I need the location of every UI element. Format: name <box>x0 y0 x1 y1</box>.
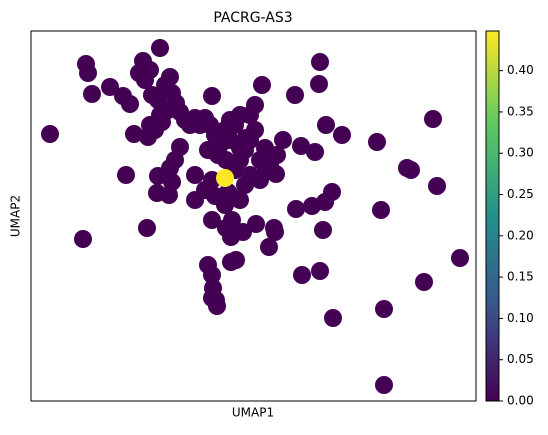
point <box>186 166 204 184</box>
point <box>208 297 226 315</box>
point <box>83 85 101 103</box>
point <box>368 133 386 151</box>
colorbar-tick-label: 0.00 <box>507 394 534 408</box>
point <box>314 221 332 239</box>
point <box>101 78 119 96</box>
point <box>125 125 143 143</box>
colorbar-tick-label: 0.35 <box>507 104 534 118</box>
point <box>136 71 154 89</box>
point <box>253 76 271 94</box>
point <box>303 197 321 215</box>
point <box>217 219 235 237</box>
point <box>247 215 265 233</box>
point <box>292 137 310 155</box>
point <box>79 64 97 82</box>
colorbar-tick-label: 0.30 <box>507 146 534 160</box>
point <box>451 249 469 267</box>
point <box>375 300 393 318</box>
colorbar-tick-label: 0.05 <box>507 352 534 366</box>
point <box>217 151 235 169</box>
colorbar-tick-label: 0.40 <box>507 63 534 77</box>
point <box>424 110 442 128</box>
point <box>203 266 221 284</box>
colorbar-tick-label: 0.25 <box>507 187 534 201</box>
point <box>306 143 324 161</box>
point <box>372 201 390 219</box>
point <box>311 262 329 280</box>
point <box>317 116 335 134</box>
point <box>333 126 351 144</box>
point <box>428 177 446 195</box>
point <box>203 87 221 105</box>
point <box>237 129 255 147</box>
point <box>121 95 139 113</box>
point <box>375 376 393 394</box>
point <box>186 191 204 209</box>
point <box>267 165 285 183</box>
point <box>324 309 342 327</box>
point <box>286 86 304 104</box>
point <box>251 171 269 189</box>
point <box>41 125 59 143</box>
plot-frame <box>30 30 477 402</box>
point <box>216 169 234 187</box>
point <box>117 166 135 184</box>
point <box>311 53 329 71</box>
point <box>266 223 284 241</box>
point <box>149 167 167 185</box>
point <box>74 230 92 248</box>
point <box>160 186 178 204</box>
point <box>260 238 278 256</box>
point <box>219 183 237 201</box>
colorbar-tick-label: 0.20 <box>507 228 534 242</box>
point <box>415 273 433 291</box>
colorbar-tick-label: 0.15 <box>507 270 534 284</box>
point <box>222 253 240 271</box>
point <box>153 113 171 131</box>
point <box>402 161 420 179</box>
point <box>138 219 156 237</box>
point <box>246 96 264 114</box>
point <box>287 200 305 218</box>
x-axis-label: UMAP1 <box>232 406 274 420</box>
point <box>139 128 157 146</box>
colorbar <box>485 30 500 402</box>
point <box>151 39 169 57</box>
point <box>268 146 286 164</box>
point <box>310 75 328 93</box>
colorbar-tick-label: 0.10 <box>507 311 534 325</box>
point <box>274 131 292 149</box>
point <box>293 266 311 284</box>
y-axis-label: UMAP2 <box>9 195 23 237</box>
chart-title: PACRG-AS3 <box>213 10 292 26</box>
point <box>161 68 179 86</box>
point <box>236 176 254 194</box>
point <box>203 211 221 229</box>
